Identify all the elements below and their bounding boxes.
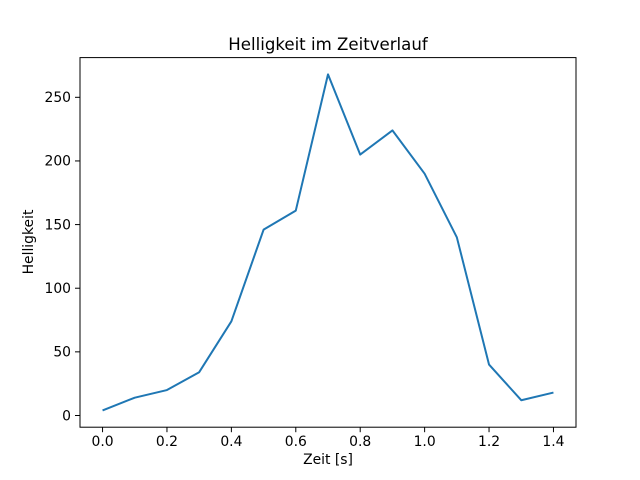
x-tick-label: 1.4 xyxy=(542,434,564,450)
x-tick-label: 1.0 xyxy=(414,434,436,450)
x-tick-label: 0.0 xyxy=(91,434,113,450)
y-tick-label: 150 xyxy=(44,217,71,233)
data-line-helligkeit xyxy=(102,73,554,412)
x-tick-label: 0.2 xyxy=(156,434,178,450)
y-tick-label: 250 xyxy=(44,90,71,106)
x-tick-label: 0.8 xyxy=(349,434,371,450)
x-tick-label: 1.2 xyxy=(478,434,500,450)
y-tick-label: 100 xyxy=(44,281,71,297)
chart-title: Helligkeit im Zeitverlauf xyxy=(228,35,428,54)
y-tick-label: 50 xyxy=(53,345,71,361)
y-tick-label: 200 xyxy=(44,154,71,170)
x-tick-label: 0.4 xyxy=(220,434,242,450)
y-axis-label: Helligkeit xyxy=(21,209,37,275)
plot-border xyxy=(79,57,577,428)
x-tick-label: 0.6 xyxy=(285,434,307,450)
x-axis-label: Zeit [s] xyxy=(303,452,353,468)
y-tick-label: 0 xyxy=(62,408,71,424)
